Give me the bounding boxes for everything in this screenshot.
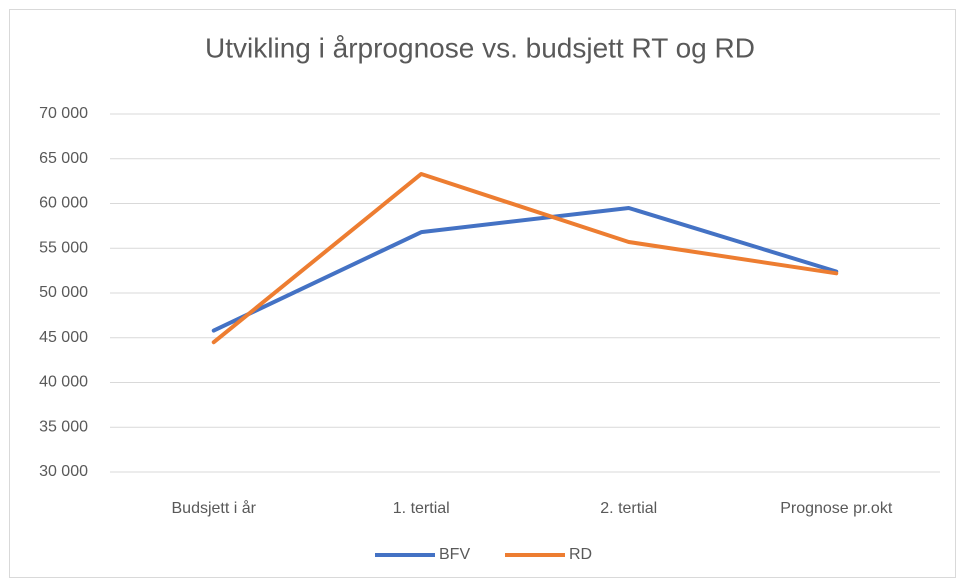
y-tick-label: 30 000 bbox=[39, 463, 88, 480]
x-tick-label: 1. tertial bbox=[393, 500, 450, 517]
y-tick-label: 70 000 bbox=[39, 105, 88, 122]
y-tick-label: 65 000 bbox=[39, 150, 88, 167]
chart-title: Utvikling i årprognose vs. budsjett RT o… bbox=[205, 32, 755, 63]
series-line bbox=[211, 171, 839, 345]
y-tick-label: 45 000 bbox=[39, 329, 88, 346]
x-tick-label: Prognose pr.okt bbox=[780, 500, 893, 517]
y-tick-label: 60 000 bbox=[39, 195, 88, 212]
series-line bbox=[211, 205, 839, 333]
y-tick-label: 50 000 bbox=[39, 284, 88, 301]
y-tick-label: 40 000 bbox=[39, 374, 88, 391]
x-tick-label: Budsjett i år bbox=[172, 499, 257, 517]
legend-label: RD bbox=[569, 546, 592, 563]
y-tick-label: 35 000 bbox=[39, 418, 88, 435]
x-tick-label: 2. tertial bbox=[600, 500, 657, 517]
legend-label: BFV bbox=[439, 546, 470, 563]
y-tick-label: 55 000 bbox=[39, 239, 88, 256]
